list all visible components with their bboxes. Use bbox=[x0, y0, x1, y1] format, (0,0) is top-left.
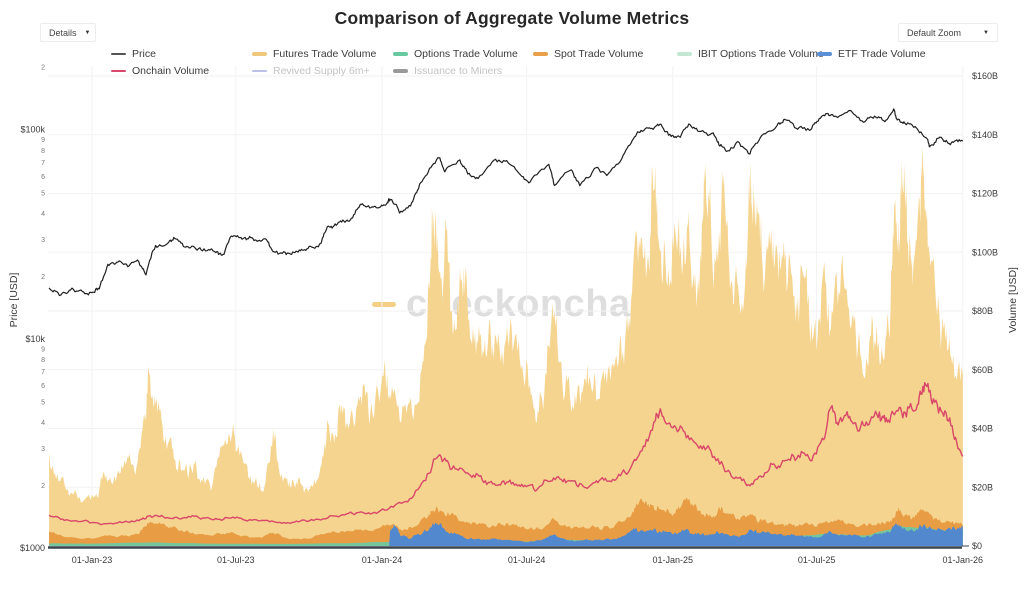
legend-item-ibit-options-trade-volume[interactable]: IBIT Options Trade Volume bbox=[677, 48, 824, 60]
legend-label: Issuance to Miners bbox=[414, 65, 503, 77]
svg-text:$40B: $40B bbox=[972, 424, 993, 434]
legend-swatch-icon bbox=[252, 52, 267, 56]
default-zoom-dropdown[interactable]: Default Zoom ▼ bbox=[898, 23, 998, 42]
svg-text:$60B: $60B bbox=[972, 365, 993, 375]
svg-text:2: 2 bbox=[41, 65, 45, 72]
legend-swatch-icon bbox=[817, 52, 832, 56]
page-title: Comparison of Aggregate Volume Metrics bbox=[334, 8, 690, 28]
svg-text:$80B: $80B bbox=[972, 306, 993, 316]
legend-label: Onchain Volume bbox=[132, 65, 210, 77]
legend-item-onchain-volume[interactable]: Onchain Volume bbox=[111, 65, 209, 77]
svg-text:01-Jul-24: 01-Jul-24 bbox=[508, 555, 546, 565]
legend-swatch-icon bbox=[111, 53, 126, 55]
svg-text:01-Jan-23: 01-Jan-23 bbox=[72, 555, 113, 565]
svg-text:9: 9 bbox=[41, 137, 45, 144]
legend-swatch-icon bbox=[111, 70, 126, 72]
svg-text:$1000: $1000 bbox=[20, 543, 45, 553]
legend-item-spot-trade-volume[interactable]: Spot Trade Volume bbox=[533, 48, 643, 60]
legend-item-etf-trade-volume[interactable]: ETF Trade Volume bbox=[817, 48, 926, 60]
svg-text:5: 5 bbox=[41, 400, 45, 407]
svg-text:2: 2 bbox=[41, 274, 45, 281]
details-dropdown-label: Details bbox=[49, 27, 77, 38]
svg-text:8: 8 bbox=[41, 357, 45, 364]
legend-item-futures-trade-volume[interactable]: Futures Trade Volume bbox=[252, 48, 376, 60]
legend-swatch-icon bbox=[393, 52, 408, 56]
svg-text:$10k: $10k bbox=[25, 334, 45, 344]
svg-text:4: 4 bbox=[41, 211, 45, 218]
svg-text:01-Jul-25: 01-Jul-25 bbox=[798, 555, 836, 565]
svg-text:3: 3 bbox=[41, 237, 45, 244]
svg-text:6: 6 bbox=[41, 383, 45, 390]
svg-text:$100k: $100k bbox=[20, 125, 45, 135]
legend-swatch-icon bbox=[533, 52, 548, 56]
svg-text:$20B: $20B bbox=[972, 482, 993, 492]
svg-text:$140B: $140B bbox=[972, 130, 998, 140]
svg-text:2: 2 bbox=[41, 483, 45, 490]
legend-swatch-icon bbox=[393, 69, 408, 73]
svg-text:01-Jan-24: 01-Jan-24 bbox=[362, 555, 403, 565]
legend-swatch-icon bbox=[252, 70, 267, 72]
svg-text:3: 3 bbox=[41, 446, 45, 453]
dropdown-arrow-icon: ▼ bbox=[84, 29, 91, 36]
legend-label: IBIT Options Trade Volume bbox=[698, 48, 824, 60]
svg-text:01-Jan-25: 01-Jan-25 bbox=[653, 555, 694, 565]
svg-text:7: 7 bbox=[41, 160, 45, 167]
svg-text:01-Jul-23: 01-Jul-23 bbox=[217, 555, 255, 565]
svg-text:5: 5 bbox=[41, 191, 45, 198]
svg-text:6: 6 bbox=[41, 174, 45, 181]
legend-label: Futures Trade Volume bbox=[273, 48, 377, 60]
legend-label: Options Trade Volume bbox=[414, 48, 518, 60]
svg-text:7: 7 bbox=[41, 369, 45, 376]
svg-text:$160B: $160B bbox=[972, 71, 998, 81]
legend-label: ETF Trade Volume bbox=[838, 48, 926, 60]
svg-text:9: 9 bbox=[41, 346, 45, 353]
legend-item-price[interactable]: Price bbox=[111, 48, 156, 60]
price-axis-title: Price [USD] bbox=[8, 272, 20, 328]
legend-label: Spot Trade Volume bbox=[554, 48, 644, 60]
details-dropdown[interactable]: Details ▼ bbox=[40, 23, 96, 42]
legend-item-options-trade-volume[interactable]: Options Trade Volume bbox=[393, 48, 518, 60]
legend-label: Price bbox=[132, 48, 156, 60]
volume-axis-title: Volume [USD] bbox=[1007, 267, 1019, 333]
svg-text:01-Jan-26: 01-Jan-26 bbox=[943, 555, 984, 565]
svg-text:$120B: $120B bbox=[972, 189, 998, 199]
legend-item-revived-supply-6m[interactable]: Revived Supply 6m+ bbox=[252, 65, 370, 77]
svg-text:$100B: $100B bbox=[972, 247, 998, 257]
svg-text:4: 4 bbox=[41, 420, 45, 427]
default-zoom-dropdown-label: Default Zoom bbox=[907, 27, 962, 38]
legend-label: Revived Supply 6m+ bbox=[273, 65, 370, 77]
svg-text:$0: $0 bbox=[972, 541, 982, 551]
legend-item-issuance-to-miners[interactable]: Issuance to Miners bbox=[393, 65, 502, 77]
svg-text:8: 8 bbox=[41, 148, 45, 155]
dropdown-arrow-icon: ▼ bbox=[983, 29, 989, 36]
watermark-dash-icon bbox=[372, 302, 396, 307]
legend-swatch-icon bbox=[677, 52, 692, 56]
